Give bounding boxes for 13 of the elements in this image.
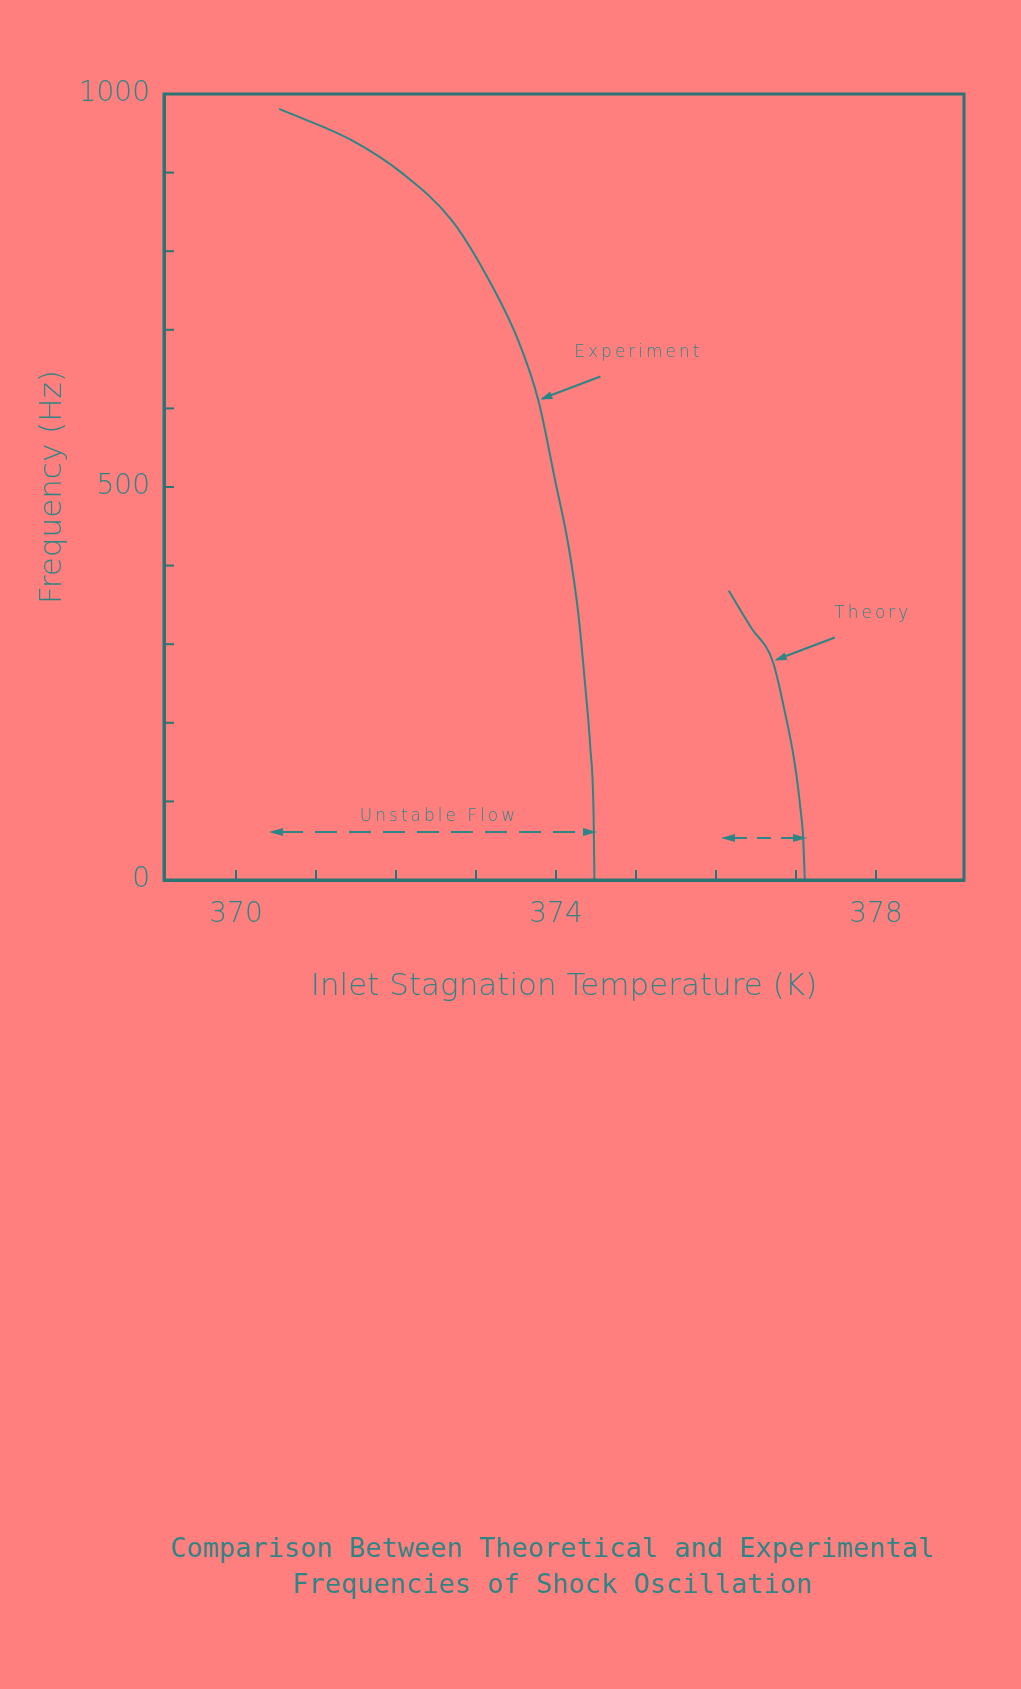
annotation: Experiment: [574, 340, 703, 361]
y-tick-label: 1000: [78, 75, 150, 109]
x-tick-label: 370: [209, 896, 263, 930]
text: Comparison Between Theoretical and Experimental Frequencies of Shock Oscillation: [169, 1531, 936, 1601]
line-series: [727, 589, 807, 880]
x-tick-label: 374: [529, 896, 583, 930]
annotation: Theory: [834, 601, 912, 622]
x-axis-title: Inlet Stagnation Temperature (K): [310, 966, 818, 1003]
annotation: Unstable Flow: [358, 804, 520, 826]
y-tick-label: 500: [96, 468, 150, 502]
y-tick-label: 0: [132, 861, 150, 895]
y-axis-title: Frequency (Hz): [31, 370, 68, 604]
x-tick-label: 378: [849, 896, 903, 930]
